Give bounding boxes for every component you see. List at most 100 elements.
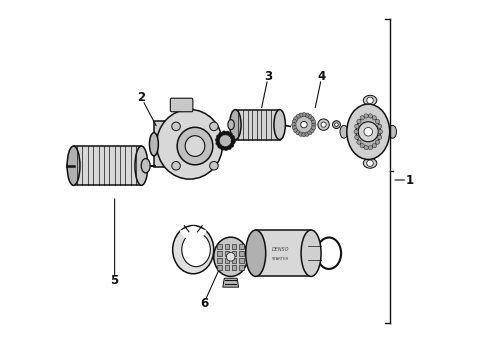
FancyBboxPatch shape — [218, 251, 222, 256]
Circle shape — [302, 112, 306, 117]
Circle shape — [220, 146, 225, 150]
Circle shape — [293, 120, 296, 124]
Circle shape — [218, 133, 233, 149]
FancyBboxPatch shape — [224, 265, 229, 270]
Polygon shape — [74, 146, 142, 185]
Ellipse shape — [301, 230, 321, 276]
Ellipse shape — [63, 162, 66, 170]
FancyBboxPatch shape — [232, 265, 237, 270]
Polygon shape — [223, 278, 239, 287]
Ellipse shape — [67, 146, 80, 185]
Ellipse shape — [245, 230, 266, 276]
Ellipse shape — [135, 146, 148, 185]
Circle shape — [312, 122, 316, 127]
Circle shape — [355, 135, 359, 139]
Circle shape — [172, 162, 180, 170]
Circle shape — [296, 131, 300, 135]
Text: 5: 5 — [110, 274, 119, 287]
Polygon shape — [154, 121, 193, 167]
Circle shape — [318, 119, 329, 130]
Circle shape — [305, 113, 309, 117]
Polygon shape — [235, 110, 280, 140]
FancyBboxPatch shape — [232, 244, 237, 249]
Circle shape — [357, 119, 361, 123]
Circle shape — [372, 144, 376, 148]
Circle shape — [230, 143, 234, 147]
Circle shape — [224, 147, 228, 151]
Circle shape — [301, 121, 307, 128]
Circle shape — [367, 97, 373, 104]
Circle shape — [225, 131, 229, 135]
Circle shape — [372, 116, 376, 120]
FancyBboxPatch shape — [224, 251, 229, 256]
Circle shape — [354, 130, 358, 134]
Text: 4: 4 — [318, 70, 326, 83]
FancyBboxPatch shape — [224, 244, 229, 249]
Ellipse shape — [177, 127, 213, 165]
Circle shape — [364, 127, 372, 136]
Circle shape — [292, 122, 296, 127]
Ellipse shape — [274, 110, 285, 140]
Circle shape — [216, 141, 220, 145]
Circle shape — [222, 131, 226, 135]
Circle shape — [296, 114, 300, 119]
Circle shape — [358, 122, 378, 142]
Ellipse shape — [230, 110, 241, 140]
Circle shape — [308, 131, 312, 135]
Circle shape — [378, 130, 383, 134]
Circle shape — [310, 117, 314, 121]
Ellipse shape — [182, 233, 210, 267]
Circle shape — [294, 114, 314, 135]
Circle shape — [302, 132, 306, 137]
Text: DENSO: DENSO — [272, 247, 290, 252]
Ellipse shape — [363, 158, 377, 168]
FancyBboxPatch shape — [232, 258, 237, 263]
FancyBboxPatch shape — [218, 258, 222, 263]
FancyBboxPatch shape — [239, 244, 244, 249]
FancyBboxPatch shape — [239, 265, 244, 270]
Circle shape — [335, 123, 338, 126]
Circle shape — [231, 140, 235, 144]
Circle shape — [357, 140, 361, 144]
Circle shape — [226, 252, 235, 261]
Circle shape — [305, 132, 309, 136]
Circle shape — [216, 138, 220, 142]
Ellipse shape — [228, 120, 234, 130]
FancyBboxPatch shape — [171, 98, 193, 112]
Circle shape — [172, 122, 180, 131]
Circle shape — [228, 132, 233, 137]
Ellipse shape — [141, 158, 150, 173]
Ellipse shape — [363, 95, 377, 105]
Ellipse shape — [317, 238, 341, 269]
FancyBboxPatch shape — [239, 251, 244, 256]
Circle shape — [377, 124, 382, 129]
Ellipse shape — [149, 133, 158, 156]
Text: 1: 1 — [406, 174, 414, 186]
Circle shape — [217, 135, 221, 139]
Circle shape — [294, 129, 298, 132]
Circle shape — [367, 160, 373, 166]
Circle shape — [299, 132, 303, 136]
Ellipse shape — [347, 104, 390, 159]
Wedge shape — [180, 226, 207, 240]
Ellipse shape — [214, 237, 247, 276]
FancyBboxPatch shape — [218, 244, 222, 249]
Polygon shape — [256, 230, 311, 276]
Circle shape — [364, 114, 368, 118]
Circle shape — [333, 121, 341, 129]
Circle shape — [308, 114, 312, 119]
Circle shape — [360, 144, 364, 148]
Text: 6: 6 — [200, 297, 208, 310]
Circle shape — [218, 144, 222, 148]
Circle shape — [293, 126, 296, 130]
Circle shape — [368, 145, 372, 150]
FancyBboxPatch shape — [239, 258, 244, 263]
Text: 3: 3 — [264, 70, 272, 83]
Circle shape — [375, 140, 380, 144]
Ellipse shape — [157, 109, 222, 179]
Ellipse shape — [185, 136, 205, 157]
Circle shape — [294, 117, 298, 121]
Circle shape — [230, 135, 235, 140]
FancyBboxPatch shape — [224, 258, 229, 263]
Circle shape — [364, 145, 368, 150]
